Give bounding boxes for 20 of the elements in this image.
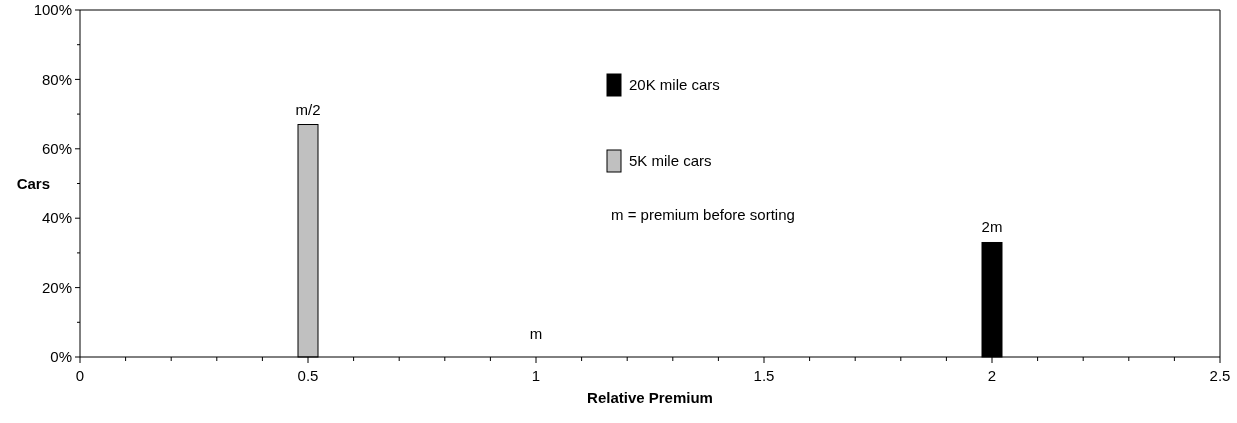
annotation: m = premium before sorting xyxy=(611,206,795,223)
y-tick-label: 80% xyxy=(41,70,72,88)
annotation: m/2 xyxy=(295,100,321,118)
x-tick-label: 0 xyxy=(75,367,85,384)
x-tick-label: 1 xyxy=(531,367,541,384)
legend-label: 20K mile cars xyxy=(629,76,720,93)
y-tick-label: 100% xyxy=(33,1,72,19)
x-tick-label: 1.5 xyxy=(753,367,775,384)
y-tick-label: 40% xyxy=(41,209,72,227)
annotation: 2m xyxy=(981,218,1003,236)
annotation: m xyxy=(529,325,543,342)
x-tick-label: 2.5 xyxy=(1209,367,1231,384)
x-tick-label: 2 xyxy=(987,367,997,384)
y-axis-title: Cars xyxy=(16,174,50,192)
x-axis-title: Relative Premium xyxy=(587,389,713,406)
y-tick-label: 20% xyxy=(41,278,72,296)
legend-label: 5K mile cars xyxy=(629,152,712,169)
x-tick-label: 0.5 xyxy=(297,367,319,384)
y-tick-label: 0% xyxy=(50,348,72,366)
y-tick-label: 60% xyxy=(41,140,72,158)
